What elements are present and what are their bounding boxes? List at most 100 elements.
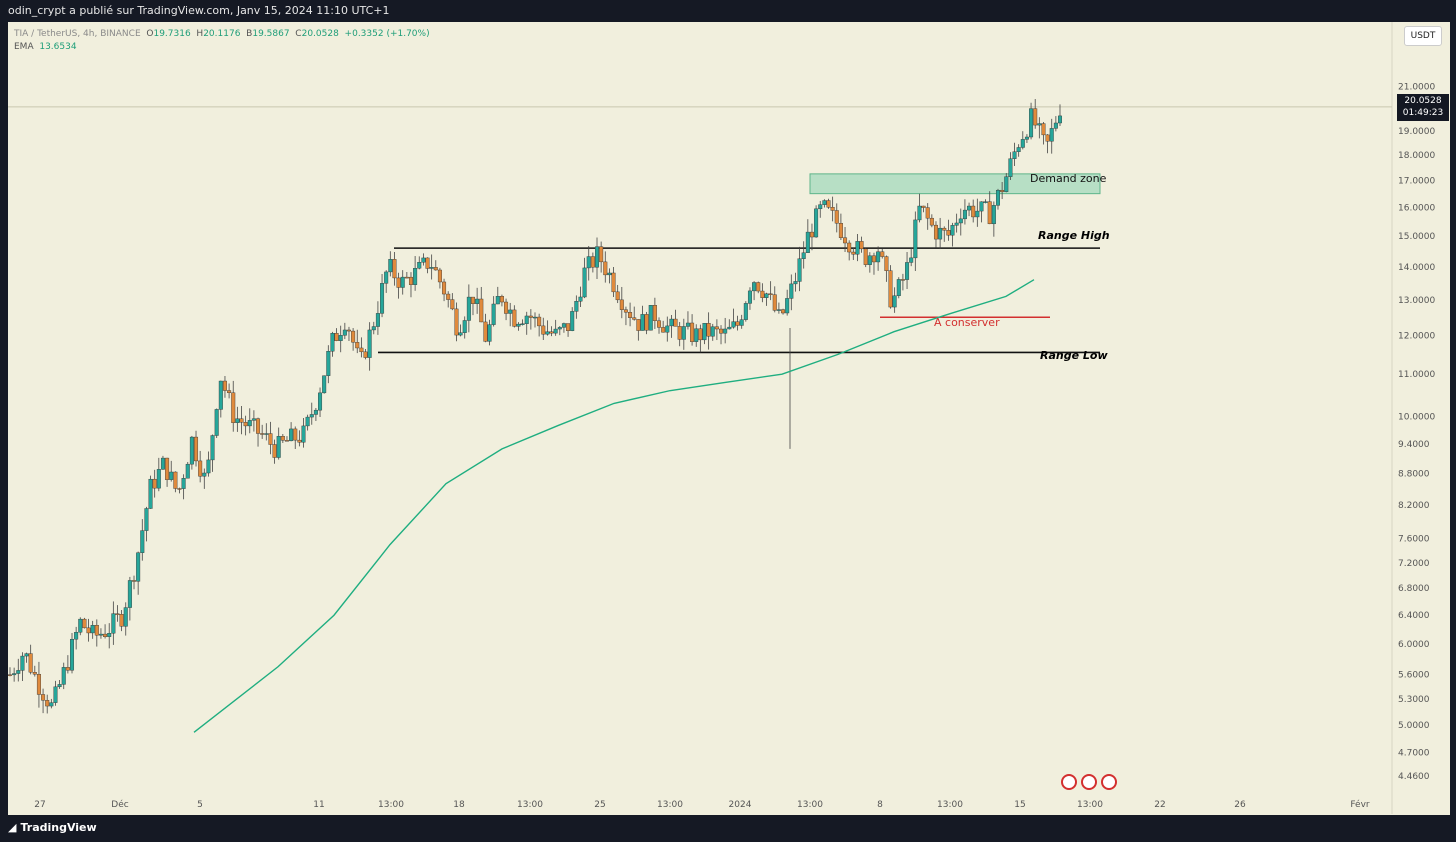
y-tick-label: 15.0000 (1398, 232, 1435, 242)
candle-body (582, 267, 587, 298)
candle-body (65, 667, 70, 671)
candle-body (714, 326, 719, 330)
candle-body (458, 332, 463, 336)
candle-body (822, 200, 827, 205)
candle-body (198, 460, 203, 477)
candle-body (24, 653, 29, 657)
candle-body (479, 298, 484, 323)
candle-body (553, 328, 558, 334)
y-tick-label: 4.7000 (1398, 749, 1430, 759)
candle-body (313, 409, 318, 415)
y-tick-label: 5.3000 (1398, 695, 1430, 705)
candle-body (268, 433, 273, 445)
candle-body (41, 694, 46, 701)
publication-bar: odin_crypt a publié sur TradingView.com,… (0, 0, 1456, 22)
candle-body (202, 472, 207, 477)
candle-body (251, 418, 256, 421)
ohlc-line: TIA / TetherUS, 4h, BINANCE O19.7316 H20… (14, 28, 430, 41)
candle-body (218, 380, 223, 410)
candle-body (644, 314, 649, 331)
candle-body (545, 331, 550, 335)
ema-value: 13.6534 (39, 42, 77, 52)
candle-body (512, 309, 517, 327)
candle-body (1004, 176, 1009, 192)
candle-body (260, 433, 265, 435)
candle-body (392, 259, 397, 279)
candle-body (363, 351, 368, 358)
candle-body (764, 293, 769, 298)
candle-body (8, 674, 12, 676)
candle-body (739, 319, 744, 326)
candle-body (165, 457, 170, 480)
candle-body (975, 210, 980, 218)
candle-body (1012, 151, 1017, 159)
candle-body (123, 607, 128, 627)
candle-body (330, 333, 335, 352)
candle-body (437, 269, 442, 283)
candle-body (636, 319, 641, 331)
candle-body (632, 317, 637, 320)
chart-area[interactable]: 21.0000 19.0000 18.0000 17.0000 16.0000 15.00… (8, 22, 1450, 815)
candle-body (132, 580, 137, 582)
countdown-value: 01:49:23 (1402, 108, 1444, 118)
candle-body (301, 425, 306, 443)
candle-body (690, 322, 695, 342)
y-tick-label: 6.4000 (1398, 611, 1430, 621)
candle-body (723, 328, 728, 334)
candle-body (127, 580, 132, 608)
candle-body (49, 702, 54, 707)
candle-body (933, 224, 938, 240)
candle-body (747, 290, 752, 304)
y-tick-label: 21.0000 (1398, 82, 1435, 92)
candle-body (520, 323, 525, 325)
tradingview-logo[interactable]: ◢ TradingView (8, 821, 97, 834)
x-tick-label: 13:00 (378, 800, 404, 810)
y-tick-label: 11.0000 (1398, 370, 1435, 380)
candle-body (706, 323, 711, 337)
candle-body (665, 325, 670, 333)
candle-body (673, 318, 678, 327)
x-tick-label: 13:00 (517, 800, 543, 810)
candle-body (429, 267, 434, 269)
candle-body (94, 625, 99, 636)
currency-button[interactable]: USDT (1404, 26, 1442, 46)
candle-body (417, 262, 422, 269)
candle-body (698, 328, 703, 341)
candle-body (1000, 189, 1005, 192)
candle-body (181, 478, 186, 489)
candle-body (111, 613, 116, 634)
candle-body (1020, 139, 1025, 148)
candle-body (495, 296, 500, 305)
ema-line (193, 279, 1035, 733)
candle-body (36, 673, 41, 695)
candle-body (107, 633, 112, 637)
candle-body (880, 251, 885, 257)
candle-body (367, 329, 372, 358)
candle-body (499, 296, 504, 303)
open-label: O (146, 29, 154, 39)
x-tick-label: 26 (1234, 800, 1246, 810)
y-tick-label: 6.0000 (1398, 640, 1430, 650)
candle-body (61, 667, 66, 685)
x-tick-label: Févr (1350, 799, 1370, 810)
candle-body (293, 428, 298, 441)
candle-body (45, 700, 50, 707)
chart-svg[interactable]: 21.0000 19.0000 18.0000 17.0000 16.0000 15.00… (8, 22, 1450, 815)
candle-body (603, 261, 608, 276)
candle-body (1045, 134, 1050, 142)
y-tick-label: 13.0000 (1398, 296, 1435, 306)
y-tick-label: 6.8000 (1398, 584, 1430, 594)
candle-body (148, 478, 153, 509)
candle-body (623, 309, 628, 313)
candle-body (156, 469, 161, 489)
candle-body (876, 251, 881, 263)
y-tick-label: 17.0000 (1398, 176, 1435, 186)
candle-body (1029, 108, 1034, 138)
candle-body (214, 409, 219, 436)
candle-body (1053, 122, 1058, 129)
candle-body (830, 207, 835, 211)
candle-body (53, 686, 58, 703)
y-tick-label: 12.0000 (1398, 331, 1435, 341)
candle-body (599, 246, 604, 263)
candle-body (735, 321, 740, 326)
